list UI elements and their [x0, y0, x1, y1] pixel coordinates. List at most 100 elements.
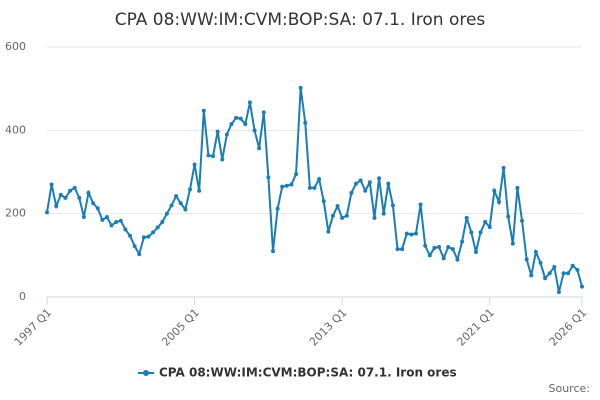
- data-point: [330, 213, 335, 218]
- data-point: [104, 215, 109, 219]
- data-point: [413, 231, 418, 236]
- data-point: [307, 185, 312, 190]
- data-point: [450, 247, 455, 252]
- data-point: [335, 204, 340, 209]
- data-point: [321, 199, 326, 204]
- data-point: [183, 207, 188, 212]
- data-point: [275, 206, 280, 211]
- y-tick-label: 200: [5, 207, 26, 220]
- data-point: [515, 185, 520, 190]
- y-tick-label: 0: [19, 290, 26, 303]
- data-point: [533, 250, 538, 254]
- data-point: [349, 190, 354, 195]
- x-tick-label: 2026 Q1: [547, 306, 590, 349]
- data-point: [294, 172, 299, 177]
- data-point: [492, 188, 497, 193]
- data-point: [298, 85, 303, 90]
- data-point: [174, 194, 179, 199]
- data-point: [561, 271, 566, 276]
- x-tick-label: 2013 Q1: [307, 306, 350, 349]
- data-point: [81, 215, 86, 219]
- data-point: [358, 178, 363, 183]
- data-point: [280, 184, 285, 189]
- data-point: [261, 110, 266, 115]
- data-point: [547, 271, 552, 276]
- data-point: [501, 165, 506, 170]
- data-point: [487, 225, 492, 229]
- data-point: [317, 177, 322, 182]
- data-point: [437, 245, 442, 249]
- data-point: [575, 267, 580, 272]
- data-point: [483, 220, 488, 224]
- data-point: [211, 154, 216, 159]
- data-point: [141, 235, 146, 240]
- data-point: [427, 253, 432, 258]
- data-point: [206, 153, 211, 158]
- data-point: [95, 206, 100, 211]
- data-point: [367, 180, 372, 185]
- data-point: [49, 182, 54, 187]
- data-point: [146, 234, 151, 239]
- data-point: [469, 230, 474, 235]
- data-point: [381, 211, 386, 216]
- data-point: [54, 204, 59, 209]
- data-point: [178, 201, 183, 206]
- data-point: [77, 195, 82, 200]
- data-point: [354, 181, 359, 186]
- data-point: [455, 257, 460, 262]
- data-point: [155, 225, 160, 230]
- data-point: [570, 263, 575, 268]
- data-point: [229, 122, 234, 127]
- series-line: [46, 87, 583, 293]
- data-point: [220, 157, 225, 162]
- data-point: [372, 215, 377, 220]
- data-point: [151, 230, 156, 235]
- data-point: [109, 223, 114, 228]
- data-point: [270, 249, 275, 254]
- data-point: [257, 146, 262, 151]
- data-point: [215, 129, 220, 134]
- data-point: [45, 210, 49, 215]
- data-point: [524, 257, 529, 262]
- data-point: [243, 122, 248, 127]
- data-point: [377, 176, 382, 181]
- data-point: [395, 247, 400, 252]
- data-point: [247, 100, 252, 105]
- data-point: [187, 187, 192, 192]
- data-point: [72, 185, 77, 190]
- data-point: [441, 256, 446, 261]
- data-point: [556, 290, 561, 294]
- data-point: [201, 108, 206, 113]
- data-point: [566, 271, 571, 276]
- data-point: [68, 188, 73, 193]
- data-point: [326, 229, 331, 234]
- data-point: [197, 188, 202, 193]
- data-point: [137, 252, 142, 257]
- x-tick-label: 2005 Q1: [159, 306, 202, 349]
- data-point: [363, 188, 368, 193]
- data-point: [409, 232, 414, 237]
- data-point: [160, 220, 165, 224]
- data-point: [192, 162, 197, 167]
- data-point: [312, 185, 317, 190]
- data-point: [460, 239, 465, 244]
- data-point: [252, 128, 257, 133]
- data-point: [224, 132, 229, 137]
- y-tick-label: 400: [5, 123, 26, 136]
- data-point: [266, 175, 271, 180]
- data-point: [400, 247, 405, 252]
- data-point: [432, 245, 437, 250]
- data-point: [423, 243, 428, 248]
- data-point: [510, 241, 515, 246]
- data-point: [118, 218, 123, 223]
- data-point: [58, 192, 63, 197]
- data-point: [123, 227, 128, 232]
- data-point: [496, 200, 501, 204]
- data-point: [164, 211, 169, 216]
- data-point: [289, 182, 294, 187]
- data-point: [404, 231, 409, 236]
- data-point: [552, 265, 557, 269]
- data-point: [91, 201, 96, 206]
- legend-marker: [143, 370, 149, 376]
- data-point: [473, 250, 478, 254]
